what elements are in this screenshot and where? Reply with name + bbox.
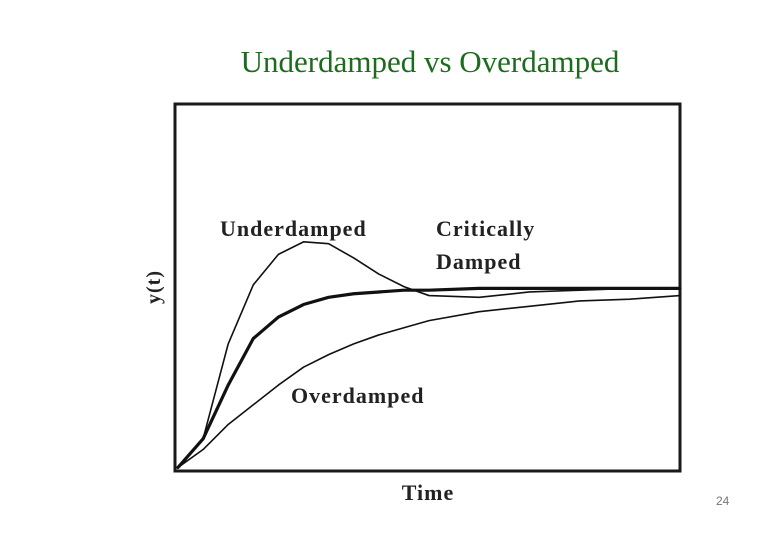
y-axis-label: y(t) xyxy=(143,270,165,304)
series-label: Critically Damped xyxy=(436,216,536,274)
series-line xyxy=(177,294,681,469)
x-axis-label: Time xyxy=(402,480,454,505)
slide-title: Underdamped vs Overdamped xyxy=(240,44,620,79)
series-line xyxy=(177,241,681,469)
page-number: 24 xyxy=(716,494,730,508)
series-label: Underdamped xyxy=(220,216,367,241)
series-label: Overdamped xyxy=(291,383,425,408)
series-line xyxy=(176,286,682,470)
